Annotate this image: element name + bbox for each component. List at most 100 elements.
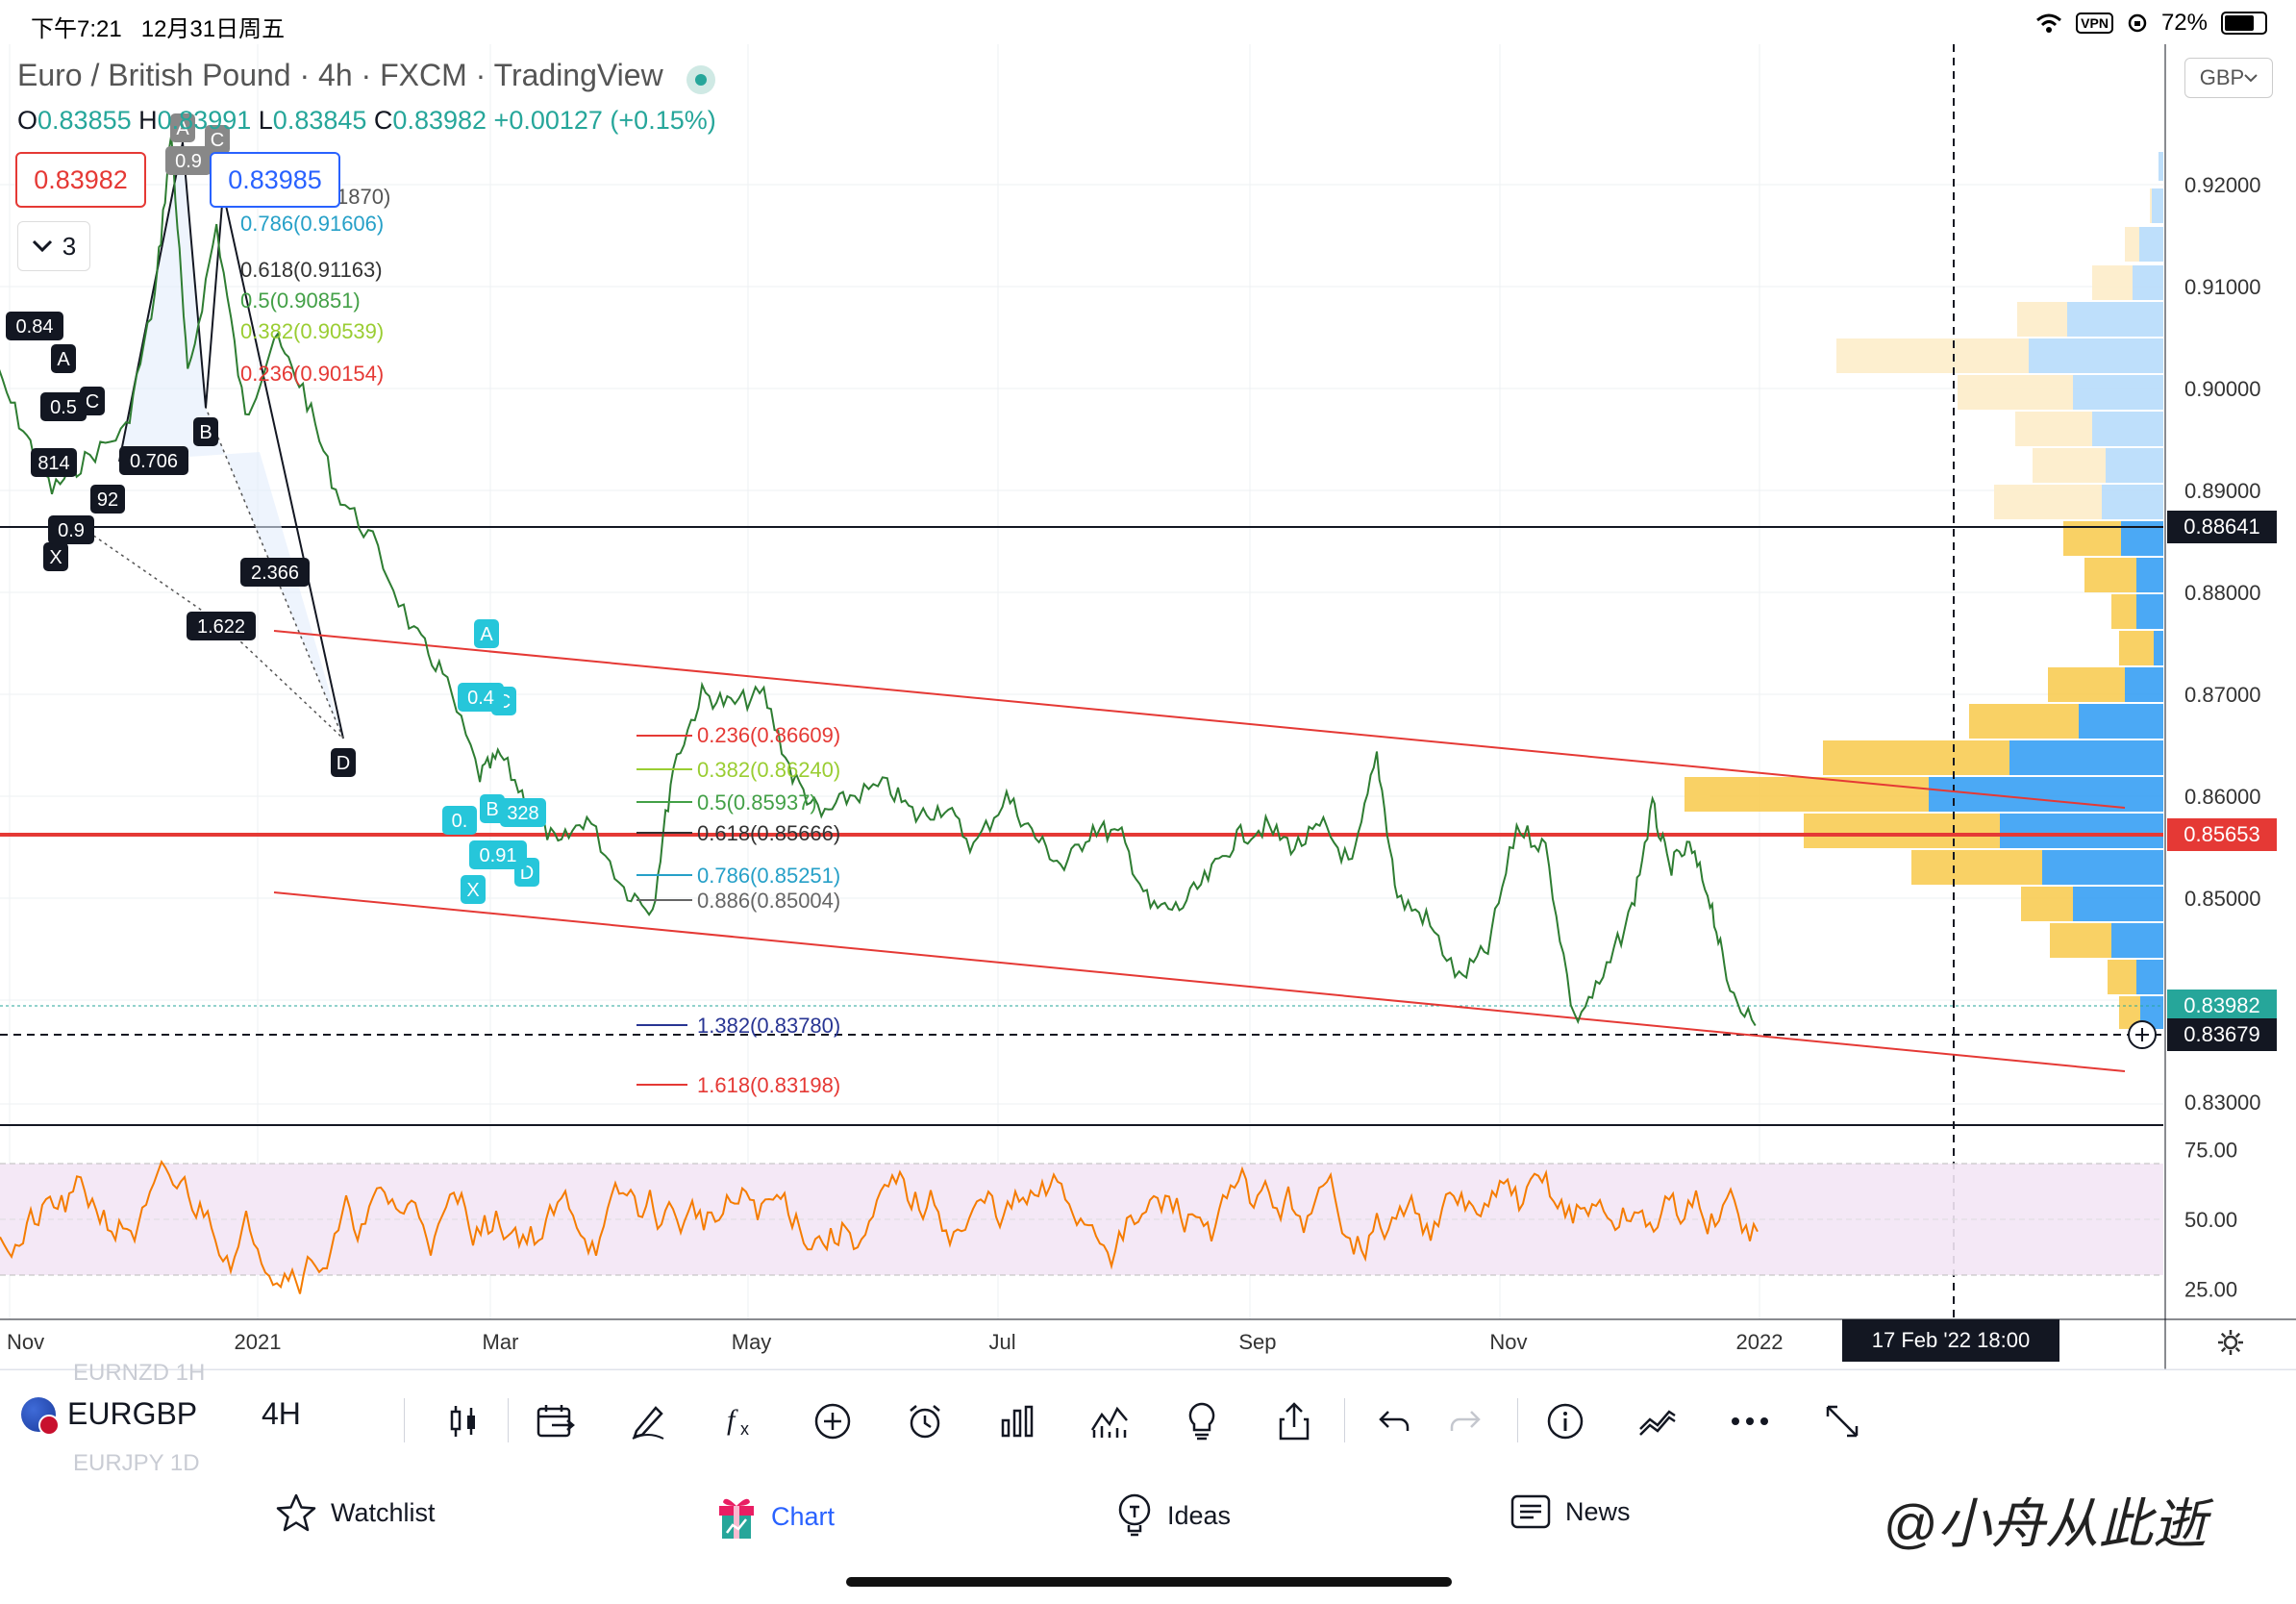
more-icon[interactable] bbox=[1725, 1396, 1775, 1446]
fullscreen-icon[interactable] bbox=[1817, 1396, 1867, 1446]
harmonic-label-black[interactable]: 0.706 bbox=[119, 446, 188, 475]
harmonic-label-black[interactable]: D bbox=[331, 748, 356, 777]
symbol-scroll-prev[interactable]: EURNZD 1H bbox=[73, 1360, 206, 1386]
draw-pen-icon[interactable] bbox=[623, 1396, 673, 1446]
harmonic-label-black[interactable]: 92 bbox=[90, 485, 125, 514]
harmonic-label-cyan[interactable]: 328 bbox=[500, 798, 546, 827]
price-tag-current: 0.83982 bbox=[2167, 990, 2277, 1022]
interval-selector[interactable]: 4H bbox=[262, 1396, 301, 1431]
vpn-icon: VPN bbox=[2076, 13, 2113, 34]
fib-lower-label: 0.786(0.85251) bbox=[697, 864, 840, 888]
rsi-axis: 75.00 50.00 25.00 bbox=[2184, 1139, 2237, 1302]
rsi-axis-label: 75.00 bbox=[2184, 1139, 2237, 1163]
indicators-collapse-button[interactable]: 3 bbox=[17, 221, 90, 271]
harmonic-fill-upper bbox=[119, 142, 343, 739]
candles-icon[interactable] bbox=[438, 1396, 488, 1446]
time-axis-label: May bbox=[732, 1330, 772, 1354]
price-axis: 0.92000 0.91000 0.90000 0.89000 0.88000 0.870… bbox=[2184, 173, 2261, 1115]
chart-settings-button[interactable] bbox=[2211, 1323, 2250, 1362]
harmonic-label-black[interactable]: 0.84 bbox=[6, 312, 63, 340]
svg-text:X: X bbox=[466, 880, 479, 901]
harmonic-labels: 0.7062.3661.622BDACX0.840.50.981492AC0.9… bbox=[6, 113, 546, 904]
strategy-icon[interactable] bbox=[1633, 1396, 1683, 1446]
fib-upper-label: 0.236(0.90154) bbox=[240, 362, 384, 386]
price-channel[interactable] bbox=[273, 630, 2126, 1072]
fib-upper-label: 0.5(0.90851) bbox=[240, 288, 361, 313]
harmonic-label-black[interactable]: 1.622 bbox=[187, 612, 256, 640]
share-icon[interactable] bbox=[1269, 1396, 1319, 1446]
add-circle-icon[interactable] bbox=[808, 1396, 858, 1446]
harmonic-label-gray[interactable]: C bbox=[205, 125, 230, 154]
price-axis-label: 0.87000 bbox=[2184, 683, 2261, 707]
nav-ideas[interactable]: Ideas bbox=[1115, 1492, 1231, 1539]
fib-upper-label: 0.382(0.90539) bbox=[240, 319, 384, 343]
home-indicator[interactable] bbox=[846, 1577, 1452, 1587]
harmonic-label-cyan[interactable]: X bbox=[461, 875, 486, 904]
price-axis-label: 0.90000 bbox=[2184, 377, 2261, 401]
price-axis-label: 0.86000 bbox=[2184, 785, 2261, 809]
status-time: 下午7:21 12月31日周五 bbox=[31, 16, 286, 42]
fib-lower-label: 1.618(0.83198) bbox=[697, 1073, 840, 1097]
harmonic-label-black[interactable]: X bbox=[43, 542, 68, 571]
alarm-icon[interactable] bbox=[900, 1396, 950, 1446]
price-series bbox=[0, 136, 1757, 1027]
star-icon bbox=[276, 1493, 316, 1532]
undo-icon[interactable] bbox=[1369, 1396, 1419, 1446]
price-tag-crosshair: 0.83679 bbox=[2167, 1018, 2277, 1051]
harmonic-label-gray[interactable]: A bbox=[170, 113, 195, 142]
indicators-count: 3 bbox=[62, 231, 77, 261]
svg-text:328: 328 bbox=[507, 803, 538, 824]
nav-watchlist[interactable]: Watchlist bbox=[275, 1492, 436, 1533]
harmonic-label-cyan[interactable]: A bbox=[474, 619, 499, 648]
harmonic-label-black[interactable]: A bbox=[51, 344, 76, 373]
harmonic-label-cyan[interactable]: 0. bbox=[442, 806, 477, 835]
chart-title[interactable]: Euro / British Pound · 4h · FXCM · Tradi… bbox=[17, 58, 663, 92]
svg-text:0.4: 0.4 bbox=[467, 688, 494, 709]
rsi-axis-label: 50.00 bbox=[2184, 1208, 2237, 1232]
crosshair-add-button[interactable] bbox=[2128, 1020, 2157, 1049]
chart-canvas[interactable]: 0.92000 0.91000 0.90000 0.89000 0.88000 0.870… bbox=[0, 44, 2296, 1369]
harmonic-label-cyan[interactable]: 0.91 bbox=[469, 840, 527, 869]
rsi-series bbox=[0, 1160, 1759, 1294]
harmonic-label-cyan[interactable]: B bbox=[480, 794, 505, 823]
buy-price-button[interactable]: 0.83985 bbox=[210, 152, 340, 208]
svg-text:0.9: 0.9 bbox=[175, 151, 202, 172]
harmonic-label-black[interactable]: 814 bbox=[31, 448, 77, 477]
symbol-selector[interactable]: EURGBP bbox=[21, 1396, 197, 1436]
market-open-indicator bbox=[686, 65, 715, 94]
svg-text:0.91: 0.91 bbox=[480, 845, 517, 866]
harmonic-label-black[interactable]: 2.366 bbox=[240, 558, 310, 587]
idea-bulb-icon bbox=[1118, 1493, 1151, 1537]
nav-news[interactable]: News bbox=[1510, 1492, 1631, 1531]
orientation-lock-icon bbox=[2128, 13, 2147, 33]
volume-profile bbox=[1685, 152, 2163, 1029]
chart-toolbar bbox=[0, 1369, 2296, 1470]
svg-text:C: C bbox=[211, 130, 224, 151]
svg-text:X: X bbox=[49, 547, 62, 568]
nav-chart[interactable]: Chart bbox=[715, 1492, 835, 1541]
harmonic-label-black[interactable]: 0.5 bbox=[40, 392, 87, 421]
status-bar bbox=[0, 0, 2296, 44]
svg-text:0.9: 0.9 bbox=[58, 520, 85, 541]
battery-percent: 72% bbox=[2160, 10, 2208, 36]
compare-icon[interactable] bbox=[1085, 1396, 1135, 1446]
price-tag-085653: 0.85653 bbox=[2167, 818, 2277, 851]
wifi-icon bbox=[2036, 13, 2062, 33]
sell-price-button[interactable]: 0.83982 bbox=[15, 152, 146, 208]
harmonic-label-cyan[interactable]: 0.4 bbox=[458, 683, 504, 712]
price-axis-label: 0.89000 bbox=[2184, 479, 2261, 503]
time-axis-label: Nov bbox=[1489, 1330, 1527, 1354]
info-icon[interactable] bbox=[1540, 1396, 1590, 1446]
harmonic-label-gray[interactable]: 0.9 bbox=[165, 146, 212, 175]
idea-bulb-icon[interactable] bbox=[1177, 1396, 1227, 1446]
redo-icon[interactable] bbox=[1440, 1396, 1490, 1446]
symbol-scroll-next[interactable]: EURJPY 1D bbox=[73, 1450, 200, 1476]
bar-chart-icon[interactable] bbox=[992, 1396, 1042, 1446]
time-axis-label: 2022 bbox=[1736, 1330, 1784, 1354]
svg-text:0.84: 0.84 bbox=[16, 316, 54, 338]
replay-calendar-icon[interactable] bbox=[531, 1396, 581, 1446]
harmonic-label-black[interactable]: B bbox=[193, 417, 218, 446]
harmonic-label-black[interactable]: 0.9 bbox=[48, 515, 94, 544]
currency-selector[interactable]: GBP bbox=[2184, 58, 2273, 98]
